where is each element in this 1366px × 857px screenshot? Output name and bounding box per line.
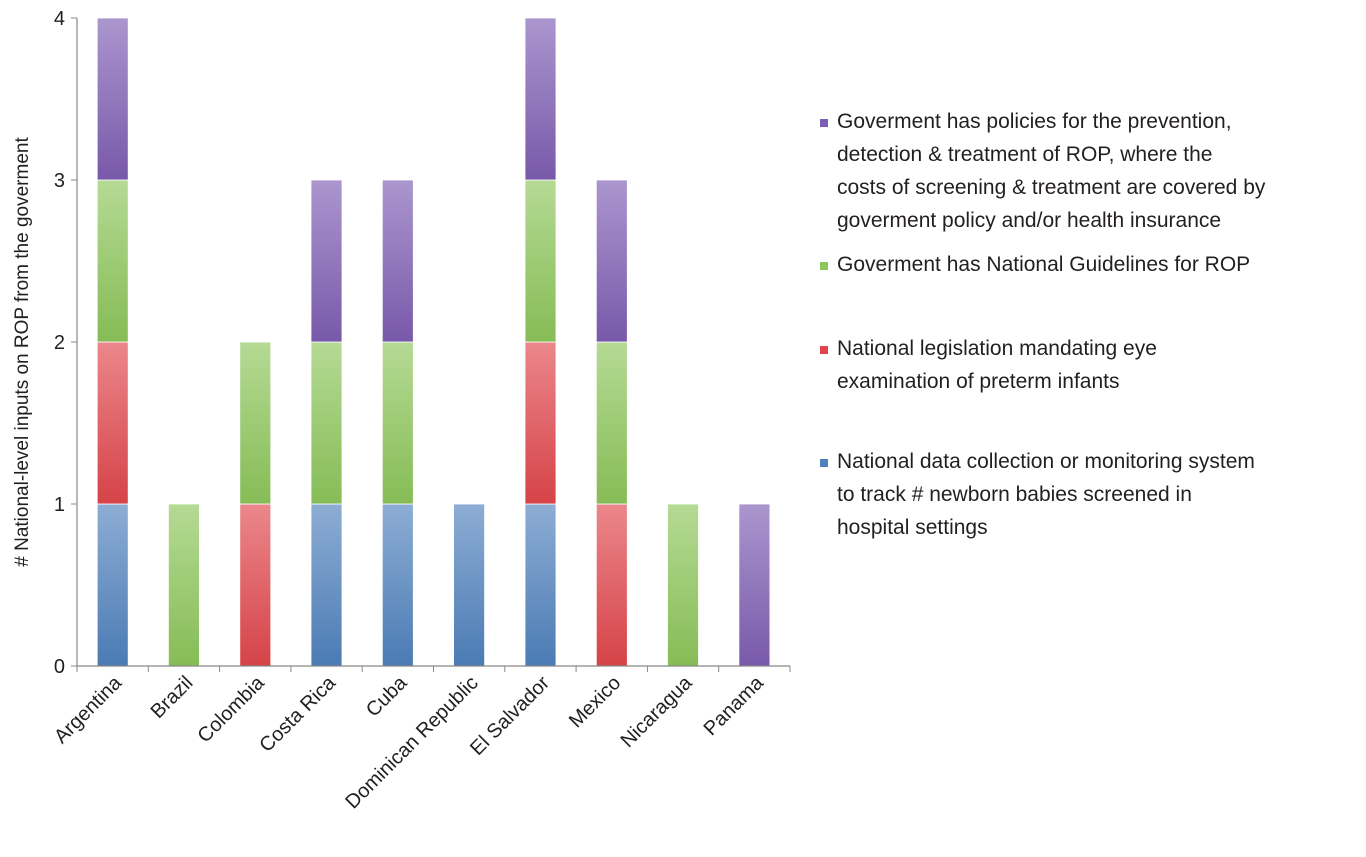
legend-label: to track # newborn babies screened in <box>837 483 1192 506</box>
bar-el-salvador-series-3 <box>524 17 557 181</box>
bar-colombia-series-1 <box>239 503 272 667</box>
bar-brazil-series-2 <box>167 503 200 667</box>
bar-costa-rica-series-2 <box>310 341 343 505</box>
y-tick-label: 3 <box>54 170 65 192</box>
bar-argentina-series-1 <box>96 341 129 505</box>
bar-colombia-series-2 <box>239 341 272 505</box>
bar-el-salvador-series-2 <box>524 179 557 343</box>
y-tick-label: 2 <box>54 332 65 354</box>
legend-label: goverment policy and/or health insurance <box>837 209 1221 232</box>
bar-el-salvador-series-0 <box>524 503 557 667</box>
bar-mexico-series-1 <box>595 503 628 667</box>
legend-label: Goverment has policies for the preventio… <box>837 110 1232 133</box>
bar-argentina-series-0 <box>96 503 129 667</box>
bar-el-salvador-series-1 <box>524 341 557 505</box>
y-tick-label: 4 <box>54 8 65 30</box>
legend-label: National data collection or monitoring s… <box>837 450 1255 473</box>
bar-argentina-series-3 <box>96 17 129 181</box>
legend-swatch <box>820 119 828 127</box>
legend-label: detection & treatment of ROP, where the <box>837 143 1213 166</box>
legend-swatch <box>820 262 828 270</box>
legend-label: examination of preterm infants <box>837 370 1119 393</box>
legend-label: Goverment has National Guidelines for RO… <box>837 253 1250 276</box>
bar-cuba-series-3 <box>381 179 414 343</box>
bar-cuba-series-0 <box>381 503 414 667</box>
y-tick-label: 0 <box>54 656 65 678</box>
x-tick-label: Argentina <box>50 671 127 748</box>
x-tick-label: Cuba <box>362 671 412 721</box>
bar-nicaragua-series-2 <box>667 503 699 667</box>
y-axis-title: # National-level inputs on ROP from the … <box>12 137 33 567</box>
x-tick-label: Costa Rica <box>255 671 340 756</box>
x-tick-label: Mexico <box>565 672 625 732</box>
legend-swatch <box>820 346 828 354</box>
legend: Goverment has policies for the preventio… <box>820 110 1266 539</box>
bar-mexico-series-2 <box>595 341 628 505</box>
x-tick-label: Colombia <box>193 671 269 747</box>
x-tick-label: Panama <box>700 671 769 740</box>
plot-area <box>96 17 771 667</box>
legend-label: costs of screening & treatment are cover… <box>837 176 1266 199</box>
bar-panama-series-3 <box>738 503 771 667</box>
bar-argentina-series-2 <box>96 179 129 343</box>
bar-mexico-series-3 <box>595 179 628 343</box>
legend-label: hospital settings <box>837 516 988 539</box>
x-tick-label: Dominican Republic <box>341 672 482 813</box>
legend-label: National legislation mandating eye <box>837 337 1157 360</box>
bar-cuba-series-2 <box>381 341 414 505</box>
x-tick-label: Brazil <box>147 672 198 723</box>
x-tick-label: Nicaragua <box>617 671 698 752</box>
bar-costa-rica-series-3 <box>310 179 343 343</box>
y-tick-label: 1 <box>54 494 65 516</box>
bar-dominican-republic-series-0 <box>453 503 486 667</box>
legend-swatch <box>820 459 828 467</box>
bar-costa-rica-series-0 <box>310 503 343 667</box>
